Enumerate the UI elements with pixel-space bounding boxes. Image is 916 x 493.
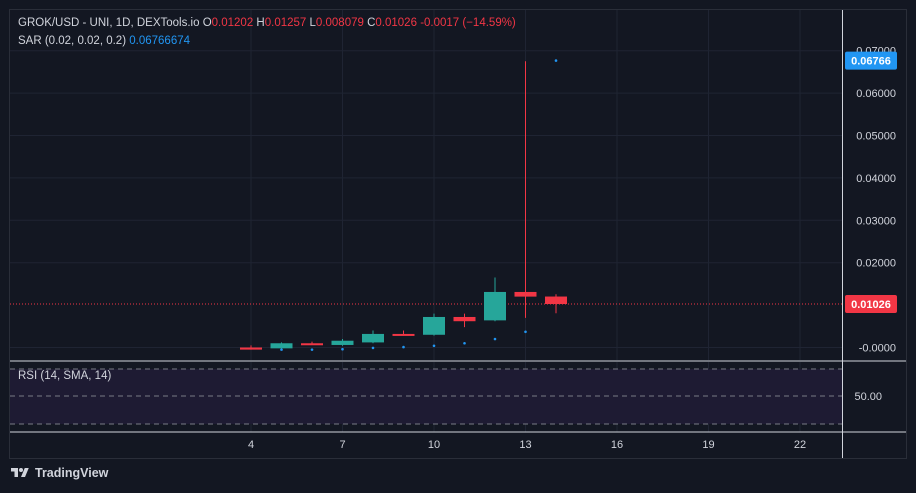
price-tick-label: 0.03000 (856, 215, 896, 227)
high-value: 0.01257 (264, 17, 307, 29)
tradingview-brand[interactable]: TradingView (10, 466, 108, 480)
sar-dot (432, 344, 436, 348)
time-tick-label: 22 (794, 439, 806, 451)
sar-price-badge (845, 51, 897, 70)
candle-body (484, 291, 506, 321)
time-tick-label: 4 (248, 439, 254, 451)
chart-frame (9, 9, 907, 459)
sar-indicator-name[interactable]: SAR (0.02, 0.02, 0.2) (18, 35, 127, 47)
low-value: 0.008079 (315, 17, 364, 29)
price-tick-label: 0.02000 (856, 258, 896, 270)
last-price-label: 0.01026 (851, 299, 891, 311)
candle-body (240, 347, 262, 350)
candle-body (362, 333, 384, 343)
sar-dot (524, 330, 527, 334)
candle-body (392, 333, 415, 336)
price-tick-label: 0.06000 (856, 88, 896, 100)
close-label: C (367, 17, 376, 29)
last-price-badge (845, 294, 897, 313)
sar-row: SAR (0.02, 0.02, 0.2) 0.06766674 (18, 32, 516, 50)
candle-body (514, 291, 537, 297)
sar-dot (310, 348, 314, 351)
sar-dot (463, 341, 466, 345)
sar-dot (554, 59, 558, 62)
sar-price-label: 0.06766 (851, 56, 891, 68)
low-label: L (309, 17, 316, 29)
candle-body (545, 296, 567, 304)
candle-body (270, 343, 293, 349)
sar-dot (402, 345, 405, 349)
price-tick-label: 0.04000 (856, 173, 896, 185)
price-tick-label: -0.0000 (859, 343, 896, 355)
open-value: 0.01202 (211, 17, 254, 29)
time-tick-label: 19 (702, 439, 714, 451)
sar-dot (280, 348, 283, 351)
tradingview-logo-icon (11, 468, 29, 477)
time-tick-label: 13 (519, 439, 531, 451)
candle-body (331, 340, 354, 345)
time-tick-label: 16 (611, 439, 623, 451)
sar-dot (493, 337, 497, 341)
sar-dot (341, 347, 344, 351)
chart-legend: GROK/USD - UNI, 1D, DEXTools.io O0.01202… (18, 14, 516, 50)
open-label: O (202, 17, 212, 29)
candle-body (453, 316, 476, 322)
candle-body (301, 343, 323, 346)
sar-value: 0.06766674 (129, 35, 191, 47)
brand-name: TradingView (35, 466, 109, 480)
change-value: -0.0017 (−14.59%) (420, 17, 516, 29)
symbol-label[interactable]: GROK/USD - UNI, 1D, DEXTools.io (18, 17, 200, 29)
sar-dot (371, 346, 375, 350)
candle-body (423, 316, 445, 335)
rsi-indicator-name[interactable]: RSI (14, SMA, 14) (18, 370, 112, 382)
price-tick-label: 0.05000 (856, 131, 896, 143)
high-label: H (256, 17, 265, 29)
time-tick-label: 7 (339, 439, 345, 451)
rsi-tick-label: 50.00 (854, 391, 882, 403)
close-value: 0.01026 (375, 17, 417, 29)
time-tick-label: 10 (428, 439, 440, 451)
ohlc-row: GROK/USD - UNI, 1D, DEXTools.io O0.01202… (18, 14, 516, 32)
